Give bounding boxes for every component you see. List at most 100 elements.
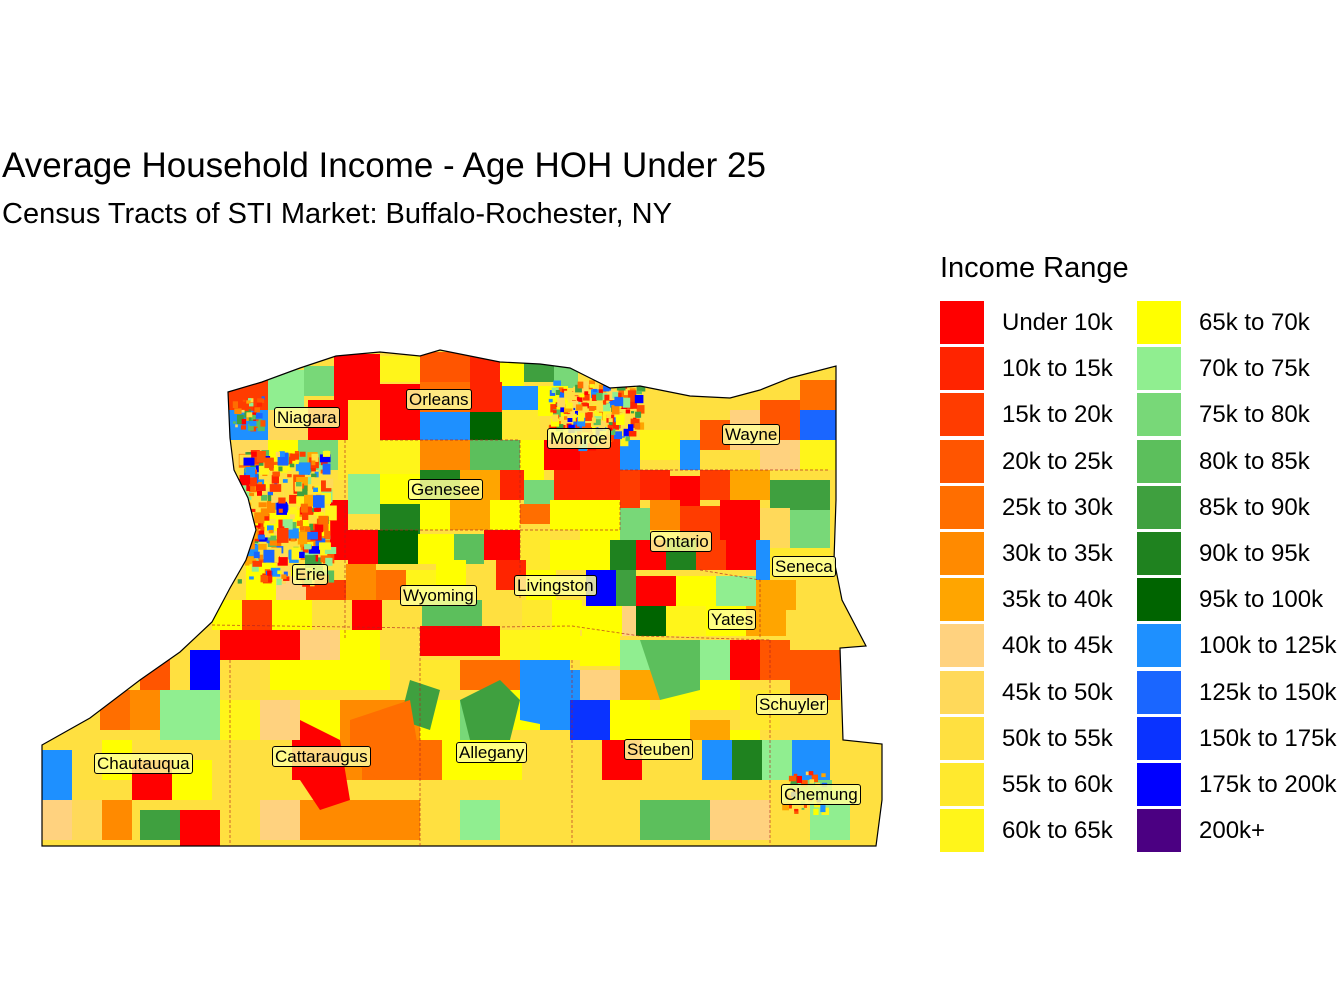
urban-tract — [246, 400, 251, 404]
urban-tract — [236, 491, 243, 501]
tract — [220, 800, 260, 840]
tract — [260, 630, 300, 660]
tract — [522, 740, 572, 780]
urban-tract — [319, 508, 331, 516]
county-label-erie: Erie — [292, 564, 329, 585]
urban-tract — [577, 412, 585, 422]
urban-tract — [266, 501, 276, 513]
urban-tract — [550, 418, 560, 427]
tract — [502, 410, 540, 440]
urban-tract — [794, 809, 799, 814]
urban-tract — [311, 473, 317, 478]
urban-tract — [629, 398, 638, 409]
legend-swatch — [940, 393, 984, 437]
urban-tract — [244, 551, 257, 566]
urban-tract — [308, 546, 321, 554]
urban-tract — [253, 521, 259, 526]
urban-tract — [264, 457, 274, 469]
urban-tract — [596, 402, 604, 412]
urban-tract — [591, 417, 596, 423]
urban-tract — [257, 534, 265, 540]
urban-tract — [299, 526, 305, 530]
urban-tract — [258, 502, 267, 508]
tract — [212, 740, 252, 780]
urban-tract — [248, 423, 254, 431]
tract — [380, 630, 420, 660]
urban-tract — [287, 528, 299, 539]
tract — [260, 800, 300, 840]
urban-tract — [319, 542, 331, 550]
urban-tract — [319, 454, 331, 463]
urban-tract — [610, 422, 619, 430]
urban-tract — [324, 530, 331, 539]
tract — [640, 430, 680, 460]
legend-swatch — [1137, 716, 1181, 760]
tract — [786, 610, 836, 650]
urban-tract — [796, 775, 802, 783]
urban-tract — [305, 527, 311, 533]
urban-tract — [636, 405, 645, 414]
county-label-niagara: Niagara — [274, 407, 340, 428]
urban-tract — [620, 437, 629, 447]
urban-tract — [589, 384, 595, 388]
urban-tract — [243, 489, 252, 500]
tract — [572, 740, 602, 780]
urban-tract — [576, 396, 583, 402]
urban-tract — [598, 420, 606, 429]
urban-tract — [623, 428, 631, 436]
tract — [554, 470, 580, 500]
urban-tract — [257, 543, 267, 556]
tract — [130, 690, 160, 730]
urban-tract — [309, 523, 316, 531]
urban-tract — [277, 528, 289, 543]
urban-tract — [256, 413, 263, 419]
urban-tract — [321, 492, 331, 504]
urban-tract — [237, 579, 242, 584]
tract — [380, 356, 420, 382]
urban-tract — [278, 508, 283, 513]
urban-tract — [295, 459, 300, 465]
urban-tract — [628, 424, 634, 432]
urban-tract — [555, 387, 564, 392]
urban-tract — [299, 550, 310, 558]
urban-tract — [598, 384, 607, 393]
tract — [730, 470, 770, 500]
urban-tract — [260, 574, 268, 583]
legend-swatch — [1137, 578, 1181, 622]
urban-tract — [277, 557, 288, 566]
urban-tract — [245, 467, 256, 478]
tract — [140, 660, 170, 690]
urban-tract — [553, 409, 561, 418]
urban-tract — [565, 402, 573, 409]
tract — [650, 500, 680, 530]
urban-tract — [634, 395, 644, 404]
urban-tract — [273, 464, 283, 473]
urban-tract — [254, 421, 260, 427]
urban-tract — [302, 546, 309, 553]
urban-tract — [247, 452, 258, 463]
urban-tract — [555, 390, 560, 395]
urban-tract — [579, 393, 585, 398]
urban-tract — [613, 431, 622, 440]
urban-tract — [604, 394, 613, 401]
county-boundary — [699, 569, 761, 640]
urban-tract — [258, 554, 264, 560]
legend-swatch — [940, 485, 984, 529]
tract — [636, 576, 676, 606]
urban-tract — [246, 412, 253, 418]
tract — [470, 440, 520, 470]
urban-tract — [283, 571, 288, 577]
tract — [380, 440, 420, 474]
urban-tract — [235, 424, 238, 428]
urban-tract — [269, 484, 282, 492]
chart-title: Average Household Income - Age HOH Under… — [2, 146, 766, 185]
urban-tract — [239, 522, 244, 528]
tract — [310, 660, 350, 690]
urban-tract — [256, 450, 266, 462]
urban-tract — [615, 414, 625, 425]
tract — [524, 480, 554, 504]
legend-swatch — [940, 347, 984, 391]
urban-tract — [259, 530, 265, 535]
urban-tract — [270, 567, 281, 577]
urban-tract — [628, 431, 637, 437]
